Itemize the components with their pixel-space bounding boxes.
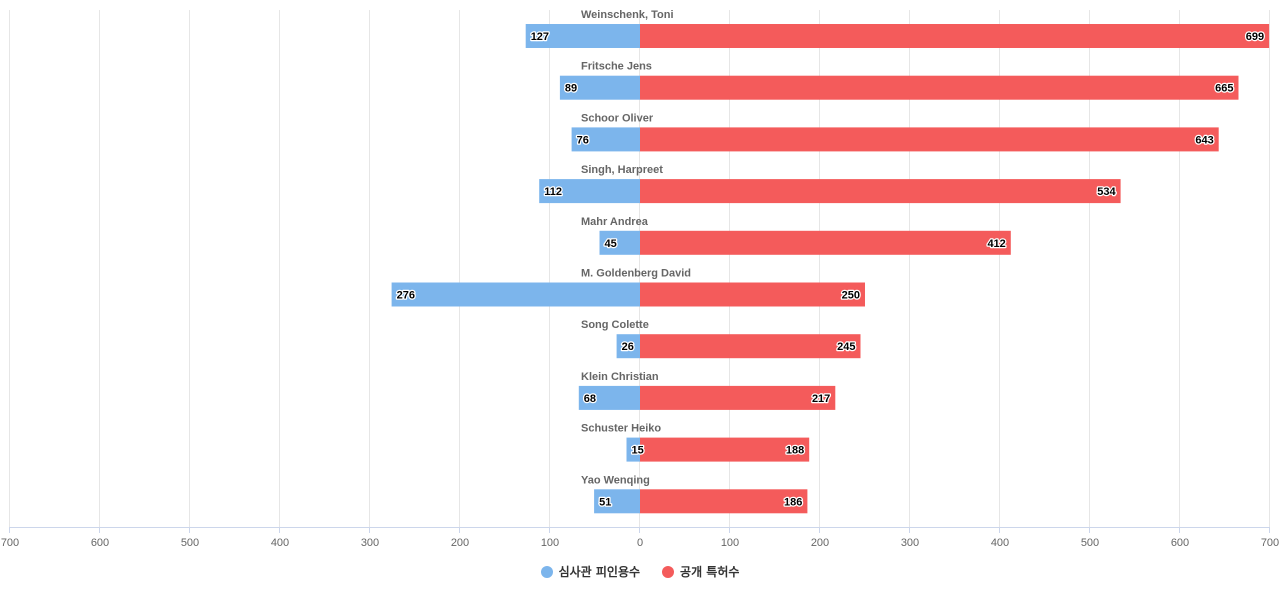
data-label-citations: 51	[599, 496, 611, 508]
bar-citations[interactable]	[616, 334, 640, 359]
x-tick-label: 300	[901, 537, 919, 549]
category-label: Singh, Harpreet	[581, 164, 663, 176]
bar-patents[interactable]	[640, 437, 810, 462]
bar-patents[interactable]	[640, 179, 1121, 204]
category-label: Mahr Andrea	[581, 216, 649, 228]
legend: 심사관 피인용수 공개 특허수	[0, 563, 1280, 580]
bar-citations[interactable]	[594, 489, 640, 514]
category-label: Yao Wenqing	[581, 474, 650, 486]
x-tick-label: 500	[181, 537, 199, 549]
data-label-citations: 15	[632, 445, 644, 457]
data-label-patents: 643	[1195, 134, 1213, 146]
data-label-citations: 26	[622, 341, 634, 353]
x-tick-label: 0	[637, 537, 643, 549]
bar-patents[interactable]	[640, 230, 1011, 255]
x-tick-label: 400	[271, 537, 289, 549]
bar-patents[interactable]	[640, 127, 1219, 152]
legend-marker-citations	[540, 565, 553, 578]
bar-patents[interactable]	[640, 385, 836, 410]
bar-citations[interactable]	[578, 385, 640, 410]
category-label: Weinschenk, Toni	[581, 9, 674, 21]
data-label-citations: 112	[544, 186, 562, 198]
data-label-patents: 665	[1215, 83, 1233, 95]
data-label-citations: 276	[397, 290, 415, 302]
x-tick-label: 700	[1261, 537, 1279, 549]
bar-citations[interactable]	[391, 282, 640, 307]
bar-citations[interactable]	[571, 127, 640, 152]
data-label-patents: 217	[812, 393, 830, 405]
legend-label-citations: 심사관 피인용수	[558, 565, 641, 579]
bar-patents[interactable]	[640, 75, 1239, 100]
x-tick-label: 100	[541, 537, 559, 549]
data-label-patents: 245	[837, 341, 855, 353]
data-label-patents: 534	[1097, 186, 1116, 198]
category-label: Schuster Heiko	[581, 423, 661, 435]
data-label-citations: 68	[584, 393, 596, 405]
x-tick-label: 200	[451, 537, 469, 549]
legend-marker-patents	[662, 565, 675, 578]
bar-citations[interactable]	[559, 75, 640, 100]
data-label-citations: 89	[565, 83, 577, 95]
data-label-citations: 76	[577, 134, 589, 146]
bar-patents[interactable]	[640, 282, 865, 307]
bar-citations[interactable]	[599, 230, 641, 255]
legend-item-citations[interactable]: 심사관 피인용수	[540, 563, 641, 580]
bar-citations[interactable]	[626, 437, 641, 462]
data-label-citations: 127	[531, 31, 549, 43]
category-label: Fritsche Jens	[581, 61, 652, 73]
legend-item-patents[interactable]: 공개 특허수	[662, 563, 739, 580]
bars	[391, 24, 1270, 514]
bar-patents[interactable]	[640, 489, 808, 514]
legend-label-patents: 공개 특허수	[680, 565, 740, 579]
x-axis: 700 600 500 400 300 200 100 0 100 200 300 400 500 600…	[1, 527, 1279, 549]
data-label-citations: 45	[605, 238, 617, 250]
category-label: M. Goldenberg David	[581, 268, 691, 280]
x-tick-label: 700	[1, 537, 19, 549]
data-label-patents: 186	[784, 496, 802, 508]
x-tick-label: 400	[991, 537, 1009, 549]
x-tick-label: 600	[91, 537, 109, 549]
category-label: Klein Christian	[581, 371, 659, 383]
data-label-patents: 250	[842, 290, 860, 302]
bar-patents[interactable]	[640, 334, 861, 359]
bar-citations[interactable]	[525, 24, 640, 48]
x-tick-label: 500	[1081, 537, 1099, 549]
category-label: Song Colette	[581, 319, 649, 331]
x-tick-label: 200	[811, 537, 829, 549]
labels: Weinschenk, Toni 127 699 Fritsche Jens 89 665…	[395, 9, 1265, 510]
data-label-patents: 188	[786, 445, 804, 457]
data-label-patents: 412	[987, 238, 1005, 250]
category-label: Schoor Oliver	[581, 112, 654, 124]
x-tick-label: 300	[361, 537, 379, 549]
x-tick-label: 600	[1171, 537, 1189, 549]
data-label-patents: 699	[1246, 31, 1264, 43]
bar-patents[interactable]	[640, 24, 1270, 48]
bar-citations[interactable]	[539, 179, 640, 204]
x-tick-label: 100	[721, 537, 739, 549]
